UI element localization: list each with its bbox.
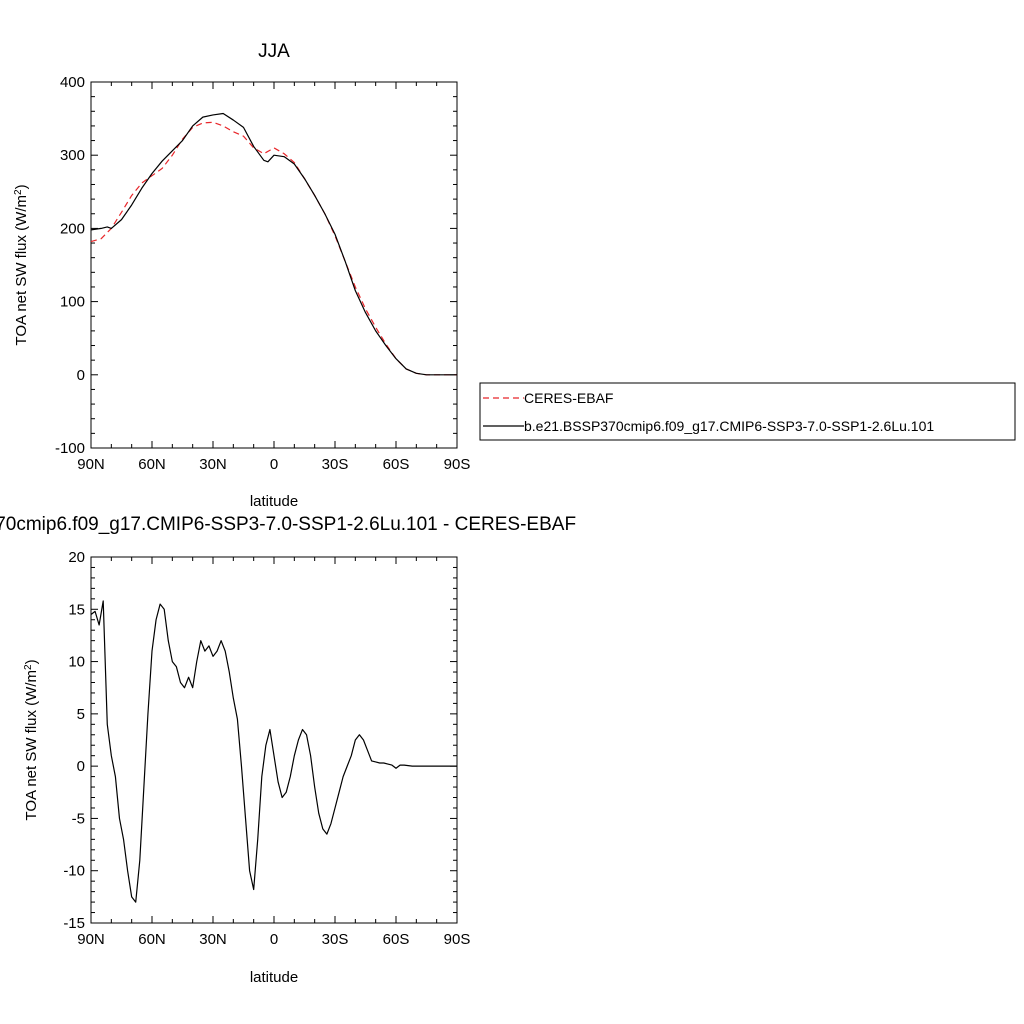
y-tick-label: 0 xyxy=(77,367,85,384)
y-tick-label: 400 xyxy=(60,74,85,91)
x-tick-label: 60S xyxy=(383,931,410,948)
y-tick-label: 10 xyxy=(68,654,85,671)
bottom-y-axis-label: TOA net SW flux (W/m2) xyxy=(23,659,40,820)
x-tick-label: 60N xyxy=(138,456,166,473)
top-chart-title: JJA xyxy=(258,41,290,62)
bottom-panel: P370cmip6.f09_g17.CMIP6-SSP3-7.0-SSP1-2.… xyxy=(0,514,576,986)
x-tick-label: 30S xyxy=(322,456,349,473)
bottom-series-group xyxy=(90,600,457,903)
series-line-1 xyxy=(90,112,457,376)
legend-box xyxy=(479,382,1016,441)
x-tick-label: 30S xyxy=(322,931,349,948)
x-tick-label: 60S xyxy=(383,456,410,473)
legend-label-model: b.e21.BSSP370cmip6.f09_g17.CMIP6-SSP3-7.… xyxy=(524,418,934,434)
top-panel: JJA 90N 60N 30N 0 30S 60S 90S -100 0 100 200 300 400… xyxy=(13,41,470,510)
x-tick-label: 90S xyxy=(444,931,471,948)
legend-label-ceres: CERES-EBAF xyxy=(524,390,613,406)
bottom-axes: 90N 60N 30N 0 30S 60S 90S -15 -10 -5 0 5 10 15 20 xyxy=(63,549,470,948)
y-tick-label: 5 xyxy=(77,706,85,723)
series-line-0 xyxy=(90,121,457,376)
y-tick-label: -10 xyxy=(63,863,85,880)
series-line-0 xyxy=(90,600,457,903)
x-tick-label: 60N xyxy=(138,931,166,948)
x-tick-label: 90N xyxy=(77,456,105,473)
y-tick-label: 20 xyxy=(68,549,85,566)
y-tick-label: -100 xyxy=(55,440,85,457)
x-tick-label: 0 xyxy=(270,931,278,948)
legend: CERES-EBAF b.e21.BSSP370cmip6.f09_g17.CM… xyxy=(479,382,1016,441)
y-tick-label: -15 xyxy=(63,915,85,932)
bottom-x-axis-label: latitude xyxy=(250,969,298,986)
x-tick-label: 90N xyxy=(77,931,105,948)
y-tick-label: 100 xyxy=(60,294,85,311)
y-tick-label: 300 xyxy=(60,147,85,164)
y-tick-label: 15 xyxy=(68,601,85,618)
y-tick-label: 200 xyxy=(60,220,85,237)
top-series-group xyxy=(90,112,457,376)
y-tick-label: -5 xyxy=(72,810,85,827)
plot-frame xyxy=(90,81,458,449)
x-tick-label: 0 xyxy=(270,456,278,473)
x-tick-label: 30N xyxy=(199,931,227,948)
x-tick-label: 90S xyxy=(444,456,471,473)
top-y-axis-label: TOA net SW flux (W/m2) xyxy=(13,184,30,345)
top-x-axis-label: latitude xyxy=(250,493,298,510)
top-axes: 90N 60N 30N 0 30S 60S 90S -100 0 100 200 300 400 xyxy=(55,74,470,473)
x-tick-label: 30N xyxy=(199,456,227,473)
bottom-chart-title: P370cmip6.f09_g17.CMIP6-SSP3-7.0-SSP1-2.… xyxy=(0,514,576,535)
y-tick-label: 0 xyxy=(77,758,85,775)
